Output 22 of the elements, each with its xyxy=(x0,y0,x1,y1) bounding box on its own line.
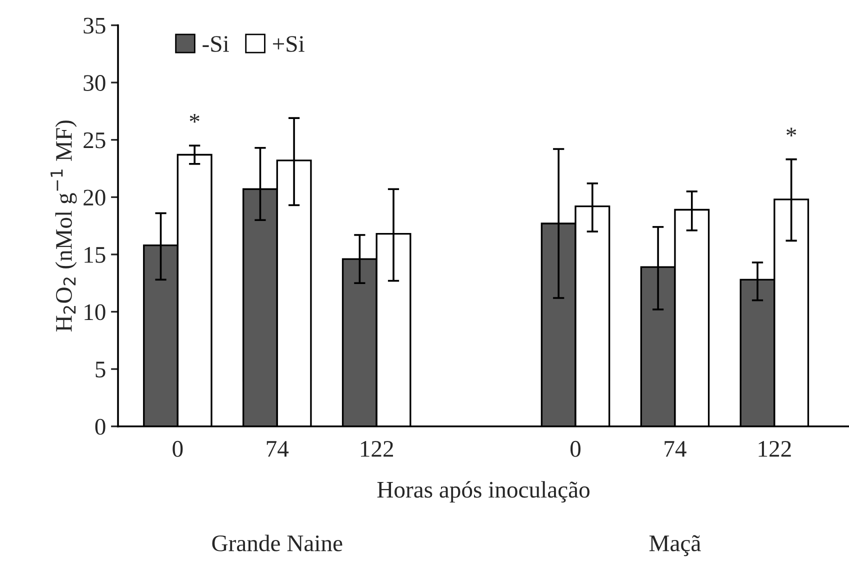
text: Maçã xyxy=(649,535,701,556)
y-tick-label: 15 xyxy=(84,247,106,263)
y-tick-label: 10 xyxy=(84,304,106,320)
legend-label: -Si xyxy=(202,36,229,52)
x-axis-title: Horas após inoculação xyxy=(377,481,590,503)
y-tick-label: 30 xyxy=(84,75,106,91)
x-tick-label: 122 xyxy=(360,441,393,457)
x-tick-label: 74 xyxy=(664,441,686,457)
text: Grande Naine xyxy=(212,534,342,552)
x-tick-label: 0 xyxy=(570,440,581,457)
y-tick-label: 35 xyxy=(84,18,106,34)
x-tick-label: 0 xyxy=(172,440,183,457)
x-tick-label: 74 xyxy=(266,441,289,457)
y-tick-label: 5 xyxy=(96,362,106,378)
legend-label: +Si xyxy=(273,36,304,52)
y-axis-title: H$_{2}$O$_{2}$ (nMol g$^{−1}$ MF) xyxy=(50,120,77,332)
data-label: * xyxy=(786,128,796,136)
data-label: * xyxy=(190,114,200,123)
x-tick-label: 122 xyxy=(758,441,791,457)
y-tick-label: 0 xyxy=(95,418,106,435)
y-tick-label: 25 xyxy=(84,132,106,148)
y-tick-label: 20 xyxy=(84,190,106,206)
